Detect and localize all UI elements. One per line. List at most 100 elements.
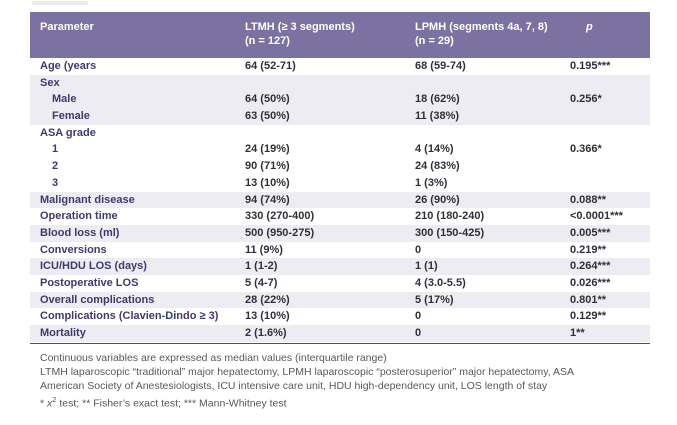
ltmh-value: 2 (1.6%) — [245, 327, 287, 339]
ltmh-value: 13 (10%) — [245, 176, 290, 189]
cropped-caption-artifact — [32, 1, 88, 5]
col-header-lpmh: LPMH (segments 4a, 7, 8) (n = 29) — [415, 20, 570, 58]
p-value — [570, 158, 650, 175]
p-value: 0.366* — [570, 143, 602, 156]
ltmh-value: 5 (4-7) — [245, 276, 278, 289]
row-label: 2 — [52, 160, 59, 173]
table-row: Overall complications 28 (22%) 5 (17%) 0.80… — [30, 291, 650, 309]
p-value: <0.0001*** — [570, 210, 623, 223]
p-value: 0.801** — [570, 293, 607, 306]
footnote-significance-tests: * x2 test; ** Fisher’s exact test; *** M… — [40, 395, 287, 410]
table-row: ICU/HDU LOS (days) 1 (1-2) 1 (1) 0.264*** — [30, 258, 650, 275]
ltmh-value: 90 (71%) — [245, 160, 290, 173]
lpmh-value — [415, 75, 570, 92]
lpmh-value: 0 — [415, 327, 422, 339]
ltmh-value: 500 (950-275) — [245, 226, 315, 239]
lpmh-value: 11 (38%) — [415, 110, 460, 123]
row-label: Male — [52, 93, 77, 106]
row-label: Sex — [40, 76, 60, 89]
row-label: Complications (Clavien-Dindo ≥ 3) — [40, 310, 219, 323]
p-value: 0.264*** — [570, 260, 611, 273]
footnote-divider — [30, 343, 650, 344]
row-label: Blood loss (ml) — [40, 226, 120, 239]
ltmh-value: 94 (74%) — [245, 193, 290, 206]
table-header-row: Parameter LTMH (≥ 3 segments) (n = 127) … — [30, 12, 650, 58]
col-header-ltmh: LTMH (≥ 3 segments) (n = 127) — [245, 20, 415, 58]
lpmh-value: 26 (90%) — [415, 193, 460, 206]
col-header-parameter: Parameter — [40, 21, 94, 33]
lpmh-value: 18 (62%) — [415, 93, 460, 106]
p-value — [570, 75, 650, 92]
lpmh-value: 0 — [415, 310, 422, 323]
row-label: Operation time — [40, 210, 118, 223]
ltmh-value: 330 (270-400) — [245, 210, 315, 223]
lpmh-value: 0 — [415, 243, 422, 256]
p-value — [570, 125, 650, 142]
table-footnotes: Continuous variables are expressed as me… — [40, 352, 640, 412]
lpmh-value: 1 (1) — [415, 260, 438, 273]
lpmh-value: 68 (59-74) — [415, 60, 466, 72]
row-label: Conversions — [40, 243, 107, 256]
lpmh-value: 210 (180-240) — [415, 210, 485, 223]
p-value: 0.195*** — [570, 60, 611, 72]
lpmh-value: 24 (83%) — [415, 160, 460, 173]
ltmh-value — [245, 125, 415, 142]
footnote-abbreviations-2: American Society of Anestesiologists, IC… — [40, 379, 548, 392]
table-row: Operation time 330 (270-400) 210 (180-240)… — [30, 208, 650, 225]
col-header-lpmh-line1: LPMH (segments 4a, 7, 8) — [415, 21, 548, 33]
row-label: 1 — [52, 143, 59, 156]
table-row: Malignant disease 94 (74%) 26 (90%) 0.088** — [30, 191, 650, 209]
p-value: 0.026*** — [570, 276, 611, 289]
col-header-lpmh-line2: (n = 29) — [415, 35, 454, 47]
table-row: Postoperative LOS 5 (4-7) 4 (3.0-5.5) 0.026… — [30, 274, 650, 292]
col-header-ltmh-line2: (n = 127) — [245, 35, 290, 47]
ltmh-value: 64 (52-71) — [245, 60, 296, 72]
row-label: Postoperative LOS — [40, 276, 139, 289]
row-label: ICU/HDU LOS (days) — [40, 260, 147, 273]
ltmh-value: 1 (1-2) — [245, 260, 278, 273]
ltmh-value: 24 (19%) — [245, 143, 290, 156]
row-label: Malignant disease — [40, 193, 135, 206]
table-body: Age (years 64 (52-71) 68 (59-74) 0.195*** Se… — [30, 58, 650, 342]
table-row: Sex — [30, 74, 650, 92]
table-row: 1 24 (19%) 4 (14%) 0.366* — [30, 141, 650, 159]
table-row: Blood loss (ml) 500 (950-275) 300 (150-425… — [30, 224, 650, 242]
p-value: 0.219** — [570, 243, 607, 256]
table-row: Conversions 11 (9%) 0 0.219** — [30, 241, 650, 259]
row-label: Mortality — [40, 327, 86, 339]
table-row: Mortality 2 (1.6%) 0 1** — [30, 325, 650, 342]
row-label: Age (years — [40, 60, 97, 72]
table-row: Male 64 (50%) 18 (62%) 0.256* — [30, 91, 650, 109]
p-value: 0.088** — [570, 193, 607, 206]
table-row: ASA grade — [30, 124, 650, 142]
p-value: 0.129** — [570, 310, 607, 323]
table-row: 2 90 (71%) 24 (83%) — [30, 158, 650, 175]
footnote-median-values: Continuous variables are expressed as me… — [40, 352, 387, 364]
lpmh-value: 300 (150-425) — [415, 226, 485, 239]
ltmh-value — [245, 75, 415, 92]
row-label: ASA grade — [40, 126, 96, 139]
col-header-ltmh-line1: LTMH (≥ 3 segments) — [245, 21, 355, 33]
lpmh-value: 5 (17%) — [415, 293, 454, 306]
table-row: Complications (Clavien-Dindo ≥ 3) 13 (10%… — [30, 308, 650, 325]
p-value — [570, 108, 650, 125]
lpmh-value — [415, 125, 570, 142]
table-row: Female 63 (50%) 11 (38%) — [30, 108, 650, 125]
lpmh-value: 1 (3%) — [415, 176, 448, 189]
footnote-abbreviations-1: LTMH laparoscopic “traditional” major he… — [40, 365, 574, 378]
row-label: 3 — [52, 176, 59, 189]
p-value — [570, 175, 650, 192]
comparison-table: Parameter LTMH (≥ 3 segments) (n = 127) … — [30, 12, 650, 342]
ltmh-value: 11 (9%) — [245, 243, 283, 256]
ltmh-value: 28 (22%) — [245, 293, 290, 306]
ltmh-value: 63 (50%) — [245, 110, 290, 123]
table-row: 3 13 (10%) 1 (3%) — [30, 174, 650, 192]
ltmh-value: 64 (50%) — [245, 93, 290, 106]
row-label: Overall complications — [40, 293, 155, 306]
p-value: 0.005*** — [570, 226, 611, 239]
ltmh-value: 13 (10%) — [245, 310, 290, 323]
p-value: 1** — [570, 327, 585, 339]
lpmh-value: 4 (14%) — [415, 143, 454, 156]
col-header-p: p — [586, 21, 593, 33]
